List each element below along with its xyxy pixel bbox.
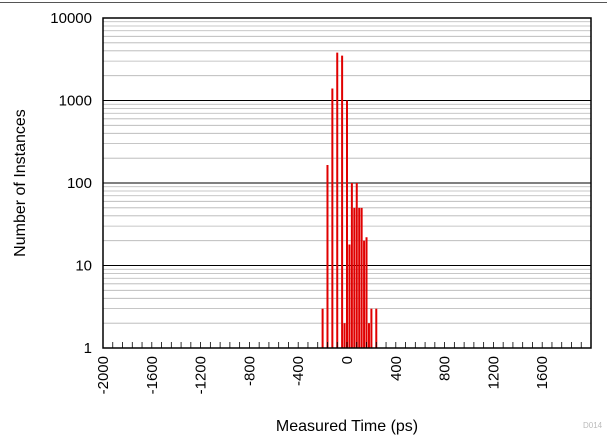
figure-code-label: D014	[583, 421, 603, 430]
top-rule	[0, 2, 607, 3]
x-tick-label: 1200	[485, 356, 502, 389]
x-tick-label: 1600	[534, 356, 551, 389]
y-tick-label: 10	[75, 258, 92, 275]
x-tick-label: -1600	[144, 356, 161, 394]
plot-frame	[102, 17, 592, 349]
x-tick-label: -800	[241, 356, 258, 386]
x-tick-label: 400	[388, 356, 405, 381]
y-tick-labels: 1 10 100 1000 10000	[50, 10, 92, 357]
x-tick-labels: -2000 -1600 -1200 -800 -400 0 400 800 1200 1600	[95, 356, 551, 394]
x-axis-label: Measured Time (ps)	[276, 418, 418, 435]
y-tick-label: 1000	[59, 93, 92, 110]
x-tick-label: 800	[437, 356, 454, 381]
x-tick-label: -400	[290, 356, 307, 386]
bar-series	[321, 52, 378, 348]
x-tick-label: -1200	[193, 356, 210, 394]
x-tick-marks	[102, 342, 592, 348]
x-tick-label: -2000	[95, 356, 112, 394]
y-tick-label: 1	[84, 340, 92, 357]
y-tick-label: 10000	[50, 10, 92, 27]
x-tick-label: 0	[339, 356, 356, 364]
y-axis-label: Number of Instances	[12, 109, 29, 257]
y-tick-label: 100	[67, 175, 92, 192]
